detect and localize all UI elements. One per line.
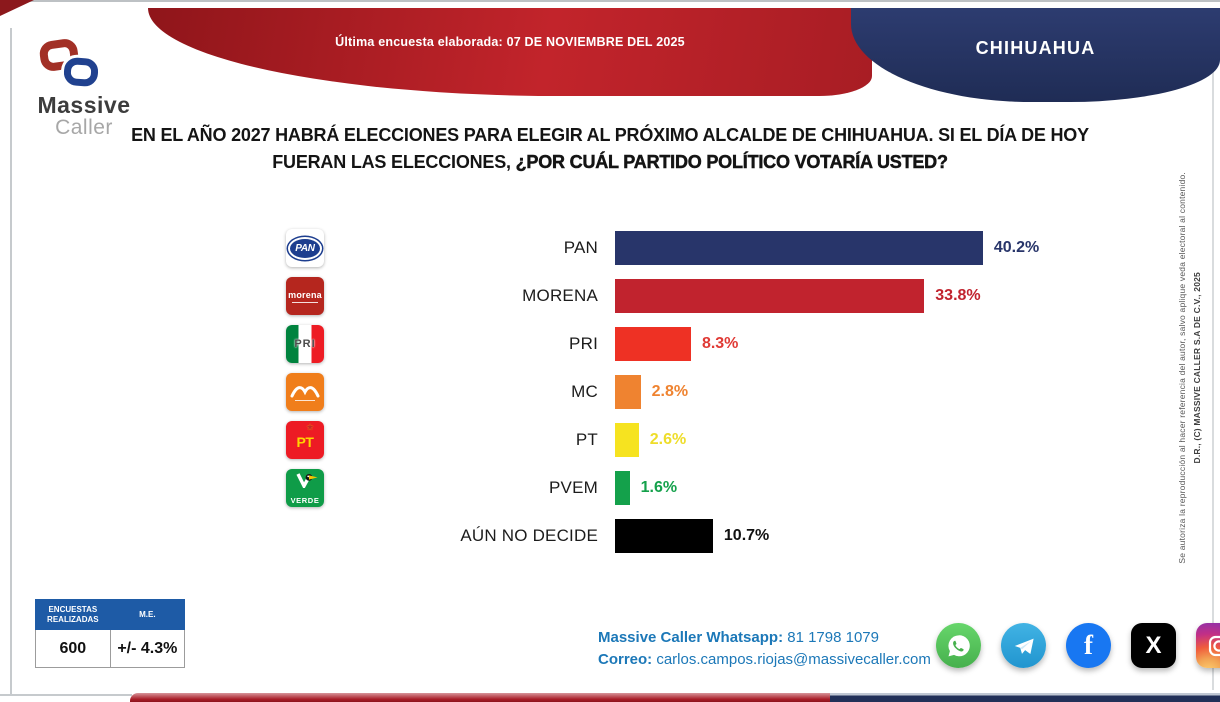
- party-logo-cell: [285, 372, 325, 412]
- mc-party-logo-icon: [286, 373, 324, 411]
- mc-logo-underline: [295, 400, 315, 401]
- poll-bars: PAN PAN 40.2% morena MORENA 33.8% PRI PRI 8.3% MC…: [285, 224, 1105, 560]
- party-logo-cell: VERDE: [285, 468, 325, 508]
- pvem-party-logo-icon: VERDE: [286, 469, 324, 507]
- legal-vertical-text: Se autoriza la reproducción al hacer ref…: [1177, 95, 1202, 640]
- top-divider-line: [0, 0, 1220, 2]
- x-glyph: X: [1145, 631, 1162, 659]
- party-label: PRI: [569, 334, 598, 353]
- survey-date-banner: Última encuesta elaborada: 07 DE NOVIEMB…: [148, 8, 872, 96]
- party-label: AÚN NO DECIDE: [460, 526, 598, 545]
- poll-bar: [615, 231, 983, 265]
- poll-value-label: 40.2%: [993, 239, 1040, 256]
- question-line2-prefix: FUERAN LAS ELECCIONES,: [272, 152, 516, 172]
- pvem-logo-text: VERDE: [290, 496, 320, 505]
- pt-logo-text: PT: [296, 434, 314, 450]
- party-logo-cell: PRI: [285, 324, 325, 364]
- region-banner: CHIHUAHUA: [851, 8, 1220, 102]
- poll-bar: [615, 327, 691, 361]
- pan-party-logo-icon: PAN: [286, 229, 324, 267]
- poll-bar: [615, 375, 641, 409]
- poll-bar: [615, 471, 630, 505]
- sample-stats-table: ENCUESTAS REALIZADAS M.E. 600 +/- 4.3%: [35, 599, 186, 668]
- party-label: PAN: [563, 238, 598, 257]
- question-line2-emphasis: ¿POR CUÁL PARTIDO POLÍTICO VOTARÍA USTED…: [515, 152, 948, 173]
- poll-bar: [615, 519, 713, 553]
- pri-logo-text: PRI: [294, 338, 316, 350]
- party-logo-cell: PT ★: [285, 420, 325, 460]
- speech-bubble-icon: [63, 56, 99, 88]
- telegram-icon[interactable]: [1001, 623, 1046, 668]
- brand-name-line1: Massive: [37, 92, 131, 118]
- mc-eagle-icon: [290, 386, 320, 398]
- pri-party-logo-icon: PRI: [286, 325, 324, 363]
- party-logo-cell: PAN: [285, 228, 325, 268]
- instagram-icon[interactable]: [1196, 623, 1220, 668]
- pan-logo-text: PAN: [295, 242, 315, 254]
- survey-question: EN EL AÑO 2027 HABRÁ ELECCIONES PARA ELE…: [60, 122, 1160, 176]
- right-border-line: [1212, 28, 1214, 690]
- poll-row: PT ★ PT 2.6%: [285, 416, 1105, 464]
- pvem-toucan-icon: [296, 473, 318, 488]
- poll-value-label: 2.8%: [651, 383, 689, 400]
- poll-value-label: 10.7%: [723, 527, 770, 544]
- poll-row: MC 2.8%: [285, 368, 1105, 416]
- footer-red-bar: [130, 693, 830, 702]
- poll-value-label: 1.6%: [640, 479, 678, 496]
- party-label: MORENA: [522, 286, 598, 305]
- poll-value-label: 2.6%: [649, 431, 687, 448]
- poll-row: VERDE PVEM 1.6%: [285, 464, 1105, 512]
- email-label: Correo:: [598, 651, 653, 668]
- stats-header-me: M.E.: [109, 599, 186, 630]
- contact-block: Massive Caller Whatsapp: 81 1798 1079 Co…: [598, 627, 931, 671]
- x-icon[interactable]: X: [1131, 623, 1176, 668]
- email-address[interactable]: carlos.campos.riojas@massivecaller.com: [656, 651, 931, 668]
- region-label: CHIHUAHUA: [975, 38, 1096, 58]
- stats-header-encuestas: ENCUESTAS REALIZADAS: [35, 599, 111, 630]
- pt-party-logo-icon: PT ★: [286, 421, 324, 459]
- legal-rights-text: D.R., (C) MASSIVE CALLER S.A DE C.V., 20…: [1192, 271, 1202, 464]
- whatsapp-label: Massive Caller Whatsapp:: [598, 629, 784, 646]
- facebook-icon[interactable]: f: [1066, 623, 1111, 668]
- morena-party-logo-icon: morena: [286, 277, 324, 315]
- corner-accent-shape: [0, 0, 34, 16]
- poll-row: morena MORENA 33.8%: [285, 272, 1105, 320]
- survey-date-text: Última encuesta elaborada: 07 DE NOVIEMB…: [335, 35, 685, 49]
- pan-logo-oval: PAN: [290, 238, 320, 258]
- whatsapp-number[interactable]: 81 1798 1079: [787, 629, 879, 646]
- facebook-glyph: f: [1084, 630, 1093, 660]
- morena-logo-text: morena: [288, 289, 322, 300]
- legal-authorization-text: Se autoriza la reproducción al hacer ref…: [1177, 171, 1187, 564]
- pt-star-icon: ★: [306, 422, 315, 432]
- brand-name-line2: Caller: [55, 116, 113, 139]
- poll-value-label: 33.8%: [935, 287, 981, 304]
- poll-value-label: 8.3%: [701, 335, 739, 352]
- stats-value-me: +/- 4.3%: [109, 629, 186, 668]
- morena-logo-underline: [292, 301, 318, 303]
- party-logo-cell: morena: [285, 276, 325, 316]
- poll-row: PAN PAN 40.2%: [285, 224, 1105, 272]
- left-border-line: [10, 28, 12, 694]
- question-line1: EN EL AÑO 2027 HABRÁ ELECCIONES PARA ELE…: [131, 125, 1089, 145]
- stats-value-encuestas: 600: [35, 629, 111, 668]
- social-icons-row: f X: [936, 623, 1220, 668]
- poll-row: PRI PRI 8.3%: [285, 320, 1105, 368]
- party-label: MC: [571, 382, 598, 401]
- footer-navy-bar: [830, 693, 1220, 702]
- party-label: PT: [575, 430, 598, 449]
- whatsapp-icon[interactable]: [936, 623, 981, 668]
- poll-bar: [615, 423, 639, 457]
- party-label: PVEM: [549, 478, 598, 497]
- bottom-left-line: [0, 694, 132, 696]
- party-logo-cell: [285, 516, 325, 556]
- poll-bar: [615, 279, 925, 313]
- poll-row: AÚN NO DECIDE 10.7%: [285, 512, 1105, 560]
